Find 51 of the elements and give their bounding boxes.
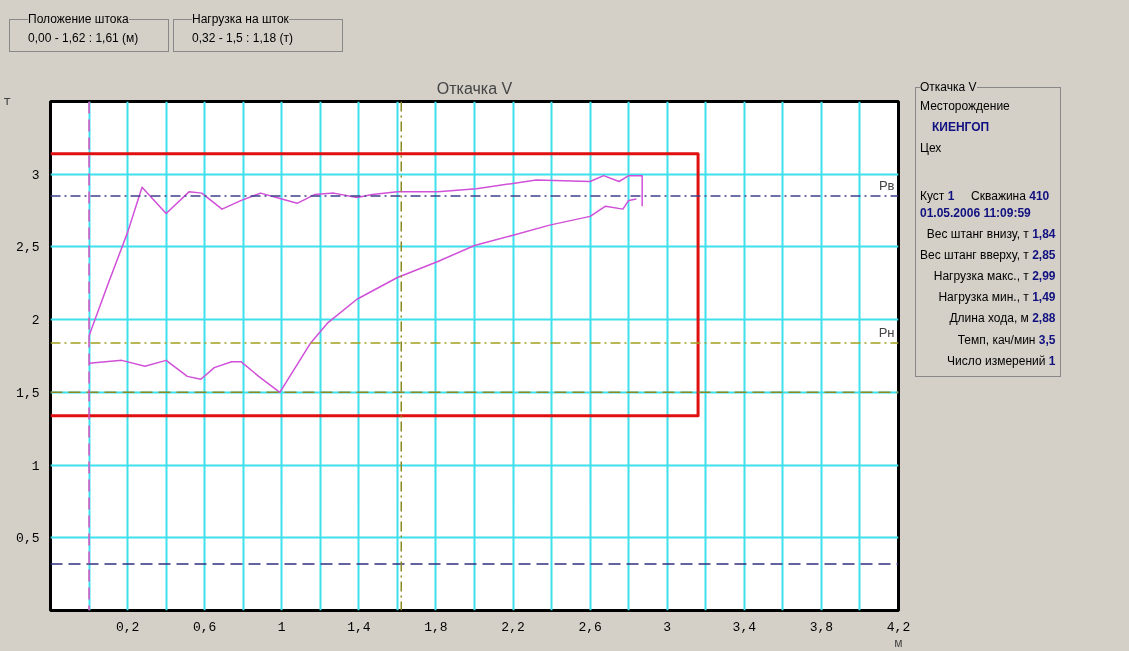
text: Месторождение — [920, 98, 1011, 116]
line-series — [88, 174, 643, 337]
x-axis-title: м — [894, 635, 903, 651]
text: Нагрузка на шток — [192, 11, 289, 28]
text: Откачка V — [920, 79, 977, 96]
text: Вес штанг внизу, т — [926, 226, 1029, 241]
text: КИЕНГОП — [931, 119, 991, 137]
text: 1,49 — [1032, 290, 1056, 305]
text: 410 — [1029, 188, 1050, 203]
x-tick-label: 1 — [277, 619, 286, 635]
text: Вес штанг вверху, т — [920, 247, 1029, 262]
x-tick-label: 0,6 — [192, 619, 217, 635]
text: 2,99 — [1032, 269, 1056, 284]
text: Положение штока — [28, 11, 129, 28]
text: Нагрузка макс., т — [933, 269, 1029, 284]
text: 2,88 — [1032, 311, 1056, 326]
x-tick-label: 3,4 — [732, 619, 757, 635]
x-tick-label: 4,2 — [886, 619, 911, 635]
text: 1,84 — [1032, 226, 1056, 241]
y-tick-label: 0,5 — [16, 531, 40, 547]
x-tick-label: 2,2 — [501, 619, 525, 635]
text: 0,32 - 1,5 : 1,18 (т) — [192, 31, 293, 46]
text: 2,85 — [1032, 247, 1056, 262]
text: 0,00 - 1,62 : 1,61 (м) — [28, 31, 139, 46]
text: Темп, кач/мин — [957, 332, 1036, 347]
line-series — [88, 198, 638, 394]
x-tick-label: 2,6 — [578, 619, 602, 635]
ref-line-label: Pн — [878, 324, 895, 340]
y-tick-label: 1 — [31, 458, 40, 474]
y-tick-label: 1,5 — [16, 385, 40, 401]
x-tick-label: 1,4 — [347, 619, 371, 635]
text: 01.05.2006 11:09:59 — [920, 204, 1032, 222]
y-tick-label: 3 — [31, 167, 40, 183]
x-tick-label: 0,2 — [115, 619, 140, 635]
ref-line-label: Pв — [878, 178, 895, 194]
x-tick-label: 3,8 — [809, 619, 834, 635]
y-tick-label: 2,5 — [16, 240, 40, 256]
x-tick-label: 1,8 — [424, 619, 448, 635]
chart-title: Откачка V — [436, 79, 513, 97]
text: 1 — [1048, 353, 1056, 368]
text: Нагрузка мин., т — [938, 290, 1029, 305]
text: Длина хода, м — [949, 311, 1029, 326]
text: Число измерений — [947, 353, 1046, 368]
text: Скважина — [971, 188, 1026, 203]
y-tick-label: 2 — [31, 313, 40, 329]
x-tick-label: 3 — [663, 619, 672, 635]
text: 1 — [947, 188, 955, 203]
y-axis-title: т — [3, 94, 12, 109]
text: 3,5 — [1038, 332, 1056, 347]
text: Куст — [920, 188, 945, 203]
text: Цех — [920, 140, 943, 158]
